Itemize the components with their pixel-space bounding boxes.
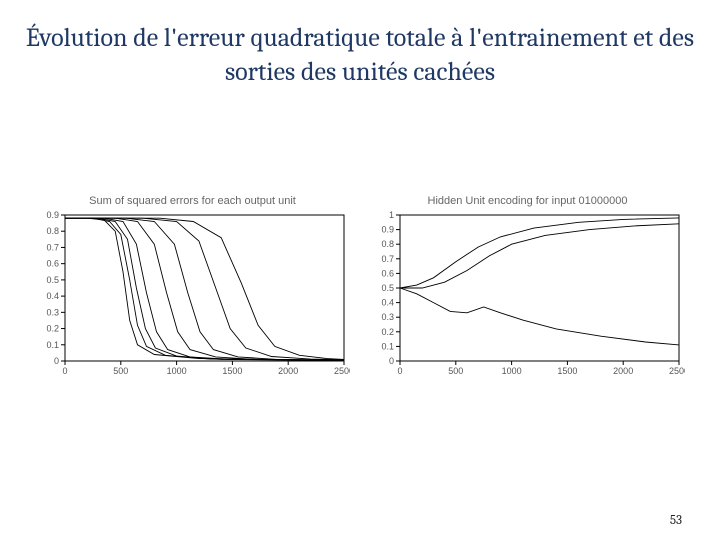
svg-text:0.3: 0.3	[381, 312, 394, 322]
svg-text:0.8: 0.8	[381, 239, 394, 249]
svg-text:500: 500	[448, 366, 463, 376]
svg-text:0.6: 0.6	[381, 268, 394, 278]
page-number: 53	[670, 513, 682, 528]
svg-text:1: 1	[389, 211, 394, 220]
svg-text:0.1: 0.1	[381, 341, 394, 351]
svg-text:0.5: 0.5	[381, 283, 394, 293]
svg-text:1000: 1000	[502, 366, 522, 376]
svg-text:0: 0	[62, 366, 67, 376]
svg-text:0.5: 0.5	[46, 275, 59, 285]
svg-text:2000: 2000	[278, 366, 298, 376]
svg-text:500: 500	[113, 366, 128, 376]
left-chart-title: Sum of squared errors for each output un…	[35, 195, 350, 207]
svg-text:1500: 1500	[222, 366, 242, 376]
svg-text:0.2: 0.2	[381, 327, 394, 337]
svg-text:0.4: 0.4	[381, 298, 394, 308]
right-chart: Hidden Unit encoding for input 01000000 …	[370, 195, 685, 379]
left-chart: Sum of squared errors for each output un…	[35, 195, 350, 379]
charts-container: Sum of squared errors for each output un…	[35, 195, 685, 379]
left-chart-svg: 0 500 1000 1500 2000 2500 0 0.1 0.2 0.3 0.4 0.5 0.6 0…	[35, 211, 350, 379]
svg-text:0.7: 0.7	[381, 254, 394, 264]
svg-text:0: 0	[389, 356, 394, 366]
svg-text:0: 0	[54, 356, 59, 366]
svg-text:2000: 2000	[613, 366, 633, 376]
svg-text:0.8: 0.8	[46, 226, 59, 236]
svg-text:0.9: 0.9	[46, 211, 59, 220]
svg-text:0.4: 0.4	[46, 291, 59, 301]
svg-text:0.3: 0.3	[46, 307, 59, 317]
svg-text:2500: 2500	[669, 366, 685, 376]
svg-text:0.1: 0.1	[46, 340, 59, 350]
right-chart-title: Hidden Unit encoding for input 01000000	[370, 195, 685, 207]
svg-text:0.7: 0.7	[46, 242, 59, 252]
svg-text:0: 0	[397, 366, 402, 376]
svg-text:1500: 1500	[557, 366, 577, 376]
svg-text:0.9: 0.9	[381, 225, 394, 235]
svg-text:0.2: 0.2	[46, 324, 59, 334]
svg-text:1000: 1000	[167, 366, 187, 376]
slide-title: Évolution de l'erreur quadratique totale…	[20, 22, 700, 90]
svg-text:0.6: 0.6	[46, 259, 59, 269]
right-chart-svg: 0 500 1000 1500 2000 2500 0 0.1 0.2 0.3 0.4 0.5 0.6 0…	[370, 211, 685, 379]
svg-text:2500: 2500	[334, 366, 350, 376]
